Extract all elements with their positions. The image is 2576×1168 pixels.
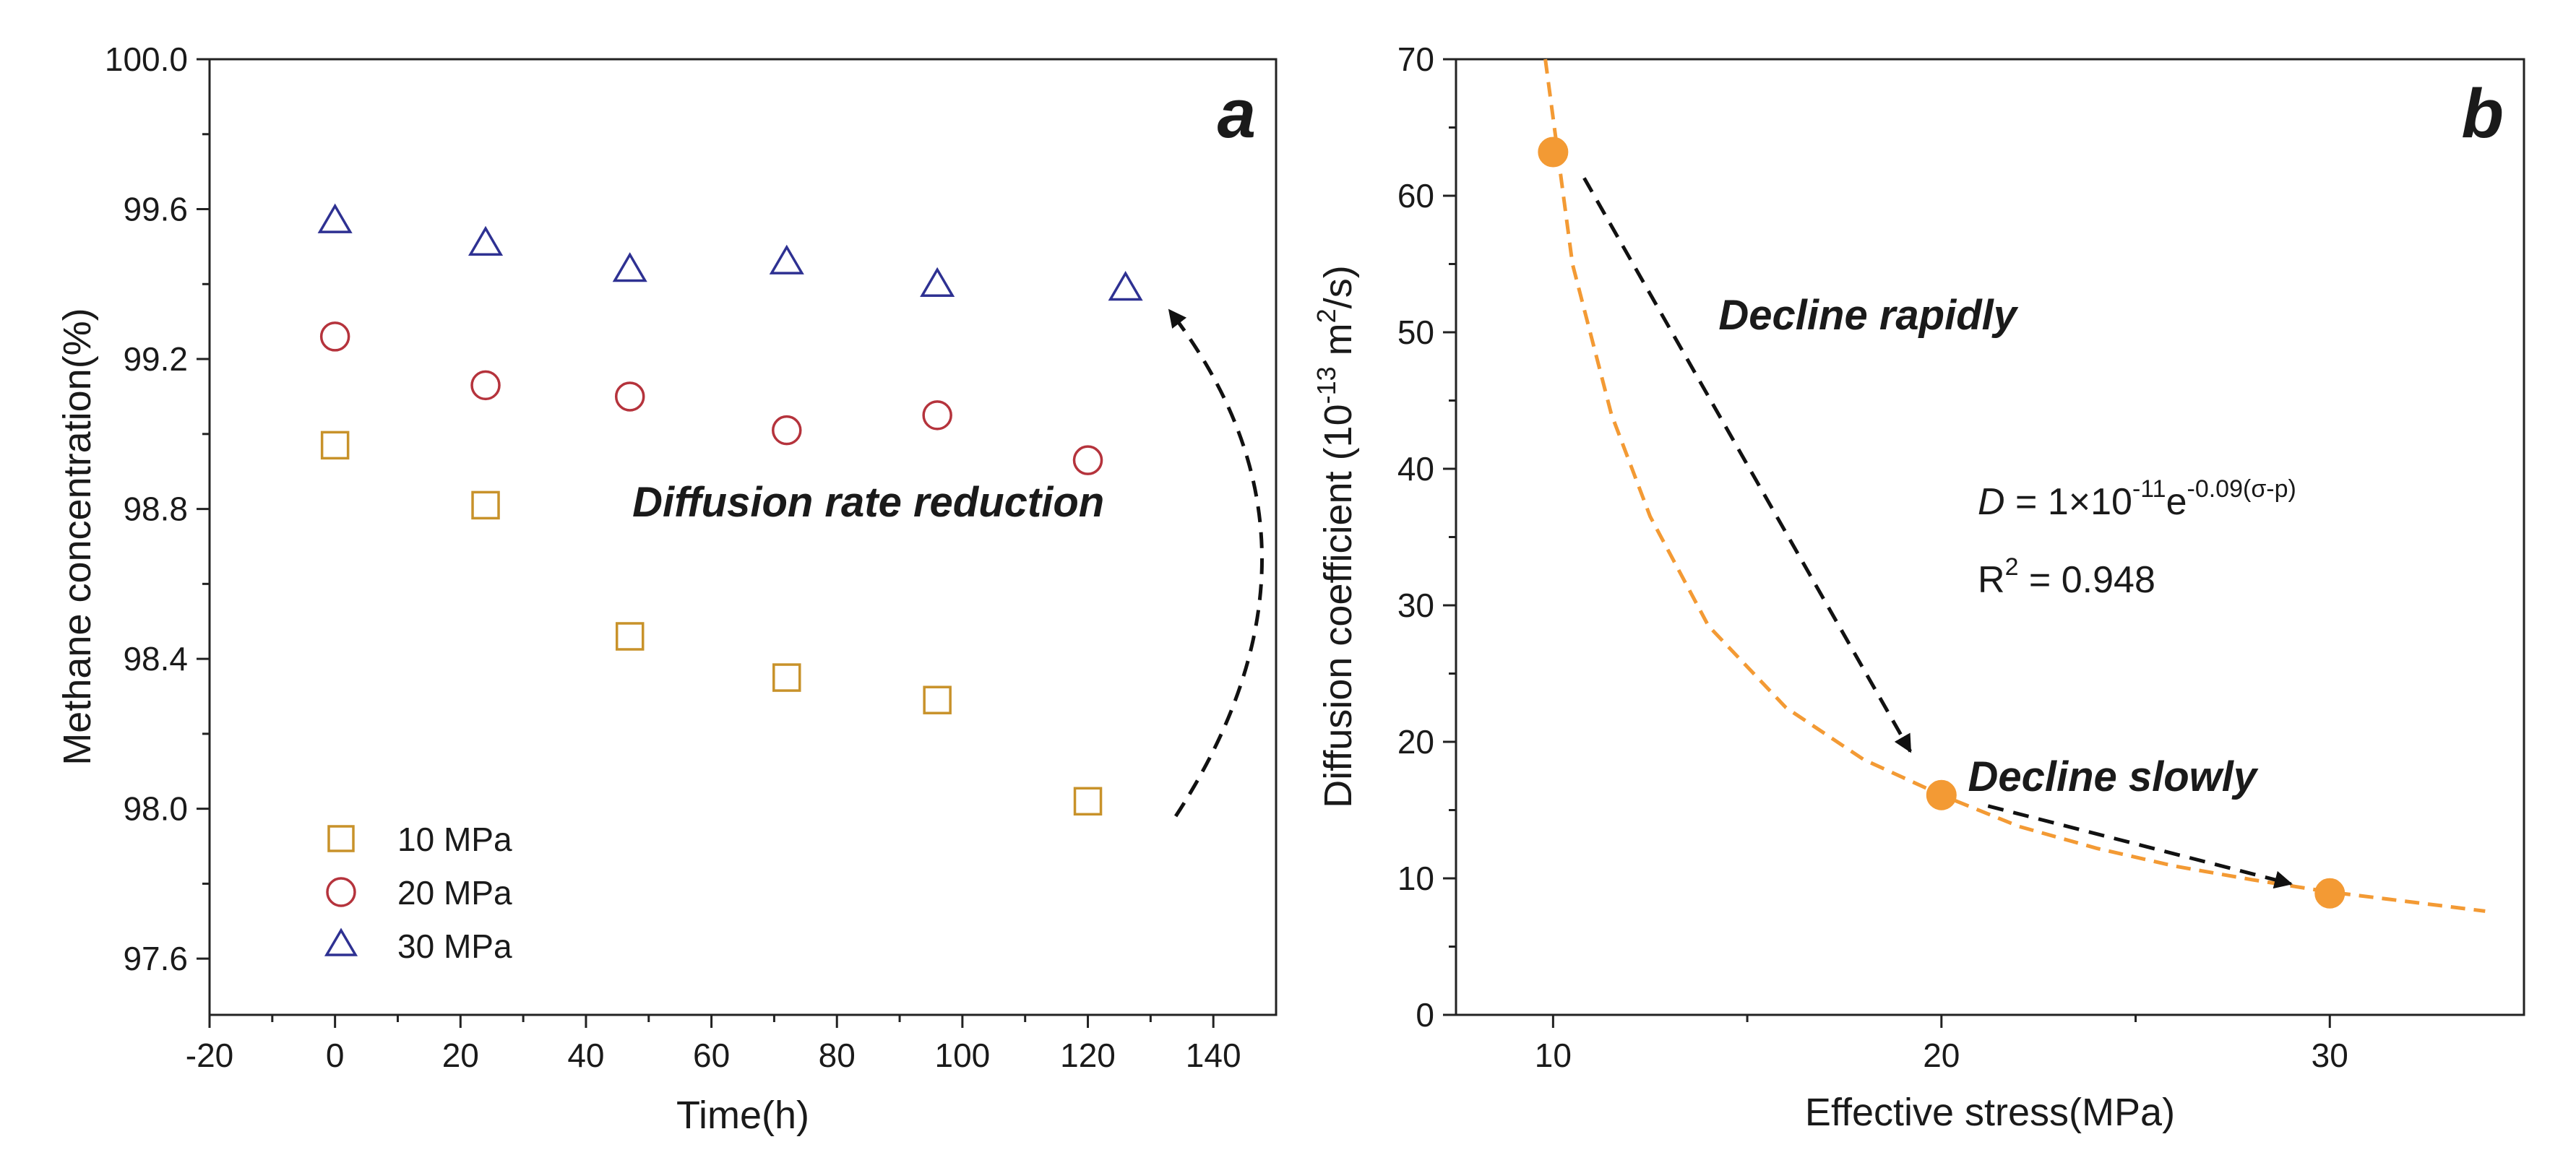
y-axis-label-b: Diffusion coefficient (10-13 m2/s): [1311, 265, 1360, 808]
y-label-b-exp2: 2: [1311, 308, 1341, 323]
point-30mpa: [1108, 271, 1143, 301]
y-tick-label-a: 100.0: [105, 40, 188, 78]
point-10mpa: [320, 431, 350, 460]
point-diffusion-coefficient: [2314, 878, 2345, 909]
r2-value: = 0.948: [2018, 559, 2155, 601]
y-tick-label-b: 50: [1397, 313, 1434, 351]
x-tick-label-a: 0: [326, 1037, 345, 1074]
point-10mpa: [923, 685, 952, 714]
r2-sup: 2: [2005, 553, 2019, 581]
point-20mpa: [772, 415, 802, 446]
fit-equation: D = 1×10-11e-0.09(σ-p): [1978, 475, 2296, 523]
annotation-decline-rapidly: Decline rapidly: [1718, 292, 2018, 339]
r2-prefix: R: [1978, 559, 2005, 601]
equation-exp2: -0.09(σ-p): [2187, 475, 2296, 503]
dashed-arrow-b: [1582, 177, 1912, 753]
y-label-b-part3: /s): [1317, 265, 1360, 308]
point-30mpa: [317, 203, 353, 233]
y-tick-label-b: 60: [1397, 177, 1434, 215]
panel-a: -20 0 20 40 60 80 100 120 140 97.6 98.0 98.4 98.8 99…: [56, 40, 1278, 1137]
dashed-arrow-b: [1987, 804, 2293, 889]
legend-label-30mpa: 30 MPa: [397, 927, 512, 965]
panel-b: 10 20 30 0 10 20 30 40 50 60 70 Decline rapidly D…: [1311, 40, 2525, 1134]
plot-a-frame: [208, 58, 1278, 1016]
x-tick-label-b: 10: [1535, 1037, 1572, 1074]
x-tick-label-a: 60: [693, 1037, 730, 1074]
points-a: [317, 203, 1143, 816]
point-30mpa: [920, 267, 955, 298]
curved-arrow-a: [1168, 308, 1264, 818]
y-label-b-part2: m: [1317, 323, 1360, 366]
legend-label-20mpa: 20 MPa: [397, 874, 512, 912]
x-ticks-a: -20 0 20 40 60 80 100 120 140: [186, 1015, 1241, 1074]
point-20mpa: [614, 381, 645, 412]
x-tick-label-a: 140: [1186, 1037, 1241, 1074]
point-30mpa: [612, 252, 647, 282]
panel-label-a: a: [1218, 75, 1256, 152]
y-tick-label-b: 30: [1397, 587, 1434, 624]
y-axis-label-a: Methane concentration(%): [56, 308, 99, 765]
point-10mpa: [772, 663, 801, 692]
legend-label-10mpa: 10 MPa: [397, 821, 512, 858]
y-ticks-b: 0 10 20 30 40 50 60 70: [1397, 40, 1456, 1034]
panel-label-b: b: [2461, 75, 2504, 152]
points-b: [1538, 137, 2345, 909]
point-20mpa: [319, 321, 350, 352]
point-10mpa: [471, 490, 500, 520]
y-tick-label-b: 10: [1397, 860, 1434, 897]
equation-lhs: D: [1978, 481, 2005, 523]
x-axis-label-b: Effective stress(MPa): [1805, 1091, 2175, 1134]
y-tick-label-b: 0: [1416, 996, 1434, 1034]
y-tick-label-a: 99.6: [123, 191, 188, 228]
annotation-diffusion-rate-reduction: Diffusion rate reduction: [632, 479, 1104, 526]
legend: 10 MPa 20 MPa 30 MPa: [324, 821, 512, 965]
point-10mpa: [1073, 787, 1103, 816]
equation-rhs: = 1×10: [2005, 481, 2132, 523]
equation-exp1: -11: [2132, 475, 2166, 503]
x-tick-label-a: 120: [1060, 1037, 1116, 1074]
y-tick-label-b: 20: [1397, 723, 1434, 761]
x-tick-label-a: 100: [935, 1037, 991, 1074]
arrows-b: [1582, 177, 2293, 889]
y-tick-label-a: 98.4: [123, 640, 188, 678]
equation-e: e: [2166, 481, 2187, 523]
point-30mpa: [769, 244, 804, 274]
x-tick-label-a: 80: [819, 1037, 856, 1074]
x-tick-label-a: 40: [567, 1037, 604, 1074]
point-20mpa: [922, 400, 952, 431]
point-10mpa: [615, 622, 645, 651]
x-tick-label-b: 30: [2312, 1037, 2348, 1074]
y-tick-label-b: 70: [1397, 40, 1434, 78]
plot-b-frame: [1455, 58, 2525, 1016]
x-tick-label-a: -20: [186, 1037, 233, 1074]
y-tick-label-a: 99.2: [123, 340, 188, 378]
y-ticks-a: 97.6 98.0 98.4 98.8 99.2 99.6 100.0: [105, 40, 210, 977]
legend-marker-20mpa: [326, 877, 356, 907]
legend-marker-10mpa: [327, 825, 355, 852]
x-tick-label-a: 20: [442, 1037, 479, 1074]
x-ticks-b: 10 20 30: [1535, 1015, 2348, 1074]
y-tick-label-a: 97.6: [123, 940, 188, 977]
fit-r-squared: R2 = 0.948: [1978, 553, 2155, 601]
point-diffusion-coefficient: [1538, 137, 1569, 168]
x-tick-label-b: 20: [1923, 1037, 1960, 1074]
annotation-decline-slowly: Decline slowly: [1968, 753, 2258, 800]
y-label-b-exp1: -13: [1311, 366, 1341, 404]
legend-marker-30mpa: [324, 927, 358, 956]
x-axis-label-a: Time(h): [676, 1094, 809, 1137]
y-tick-label-a: 98.8: [123, 490, 188, 528]
point-20mpa: [470, 370, 501, 401]
point-20mpa: [1072, 445, 1103, 475]
y-tick-label-a: 98.0: [123, 790, 188, 828]
point-30mpa: [468, 225, 504, 256]
y-label-b-part1: Diffusion coefficient (10: [1317, 404, 1360, 808]
point-diffusion-coefficient: [1926, 779, 1957, 810]
y-tick-label-b: 40: [1397, 450, 1434, 488]
